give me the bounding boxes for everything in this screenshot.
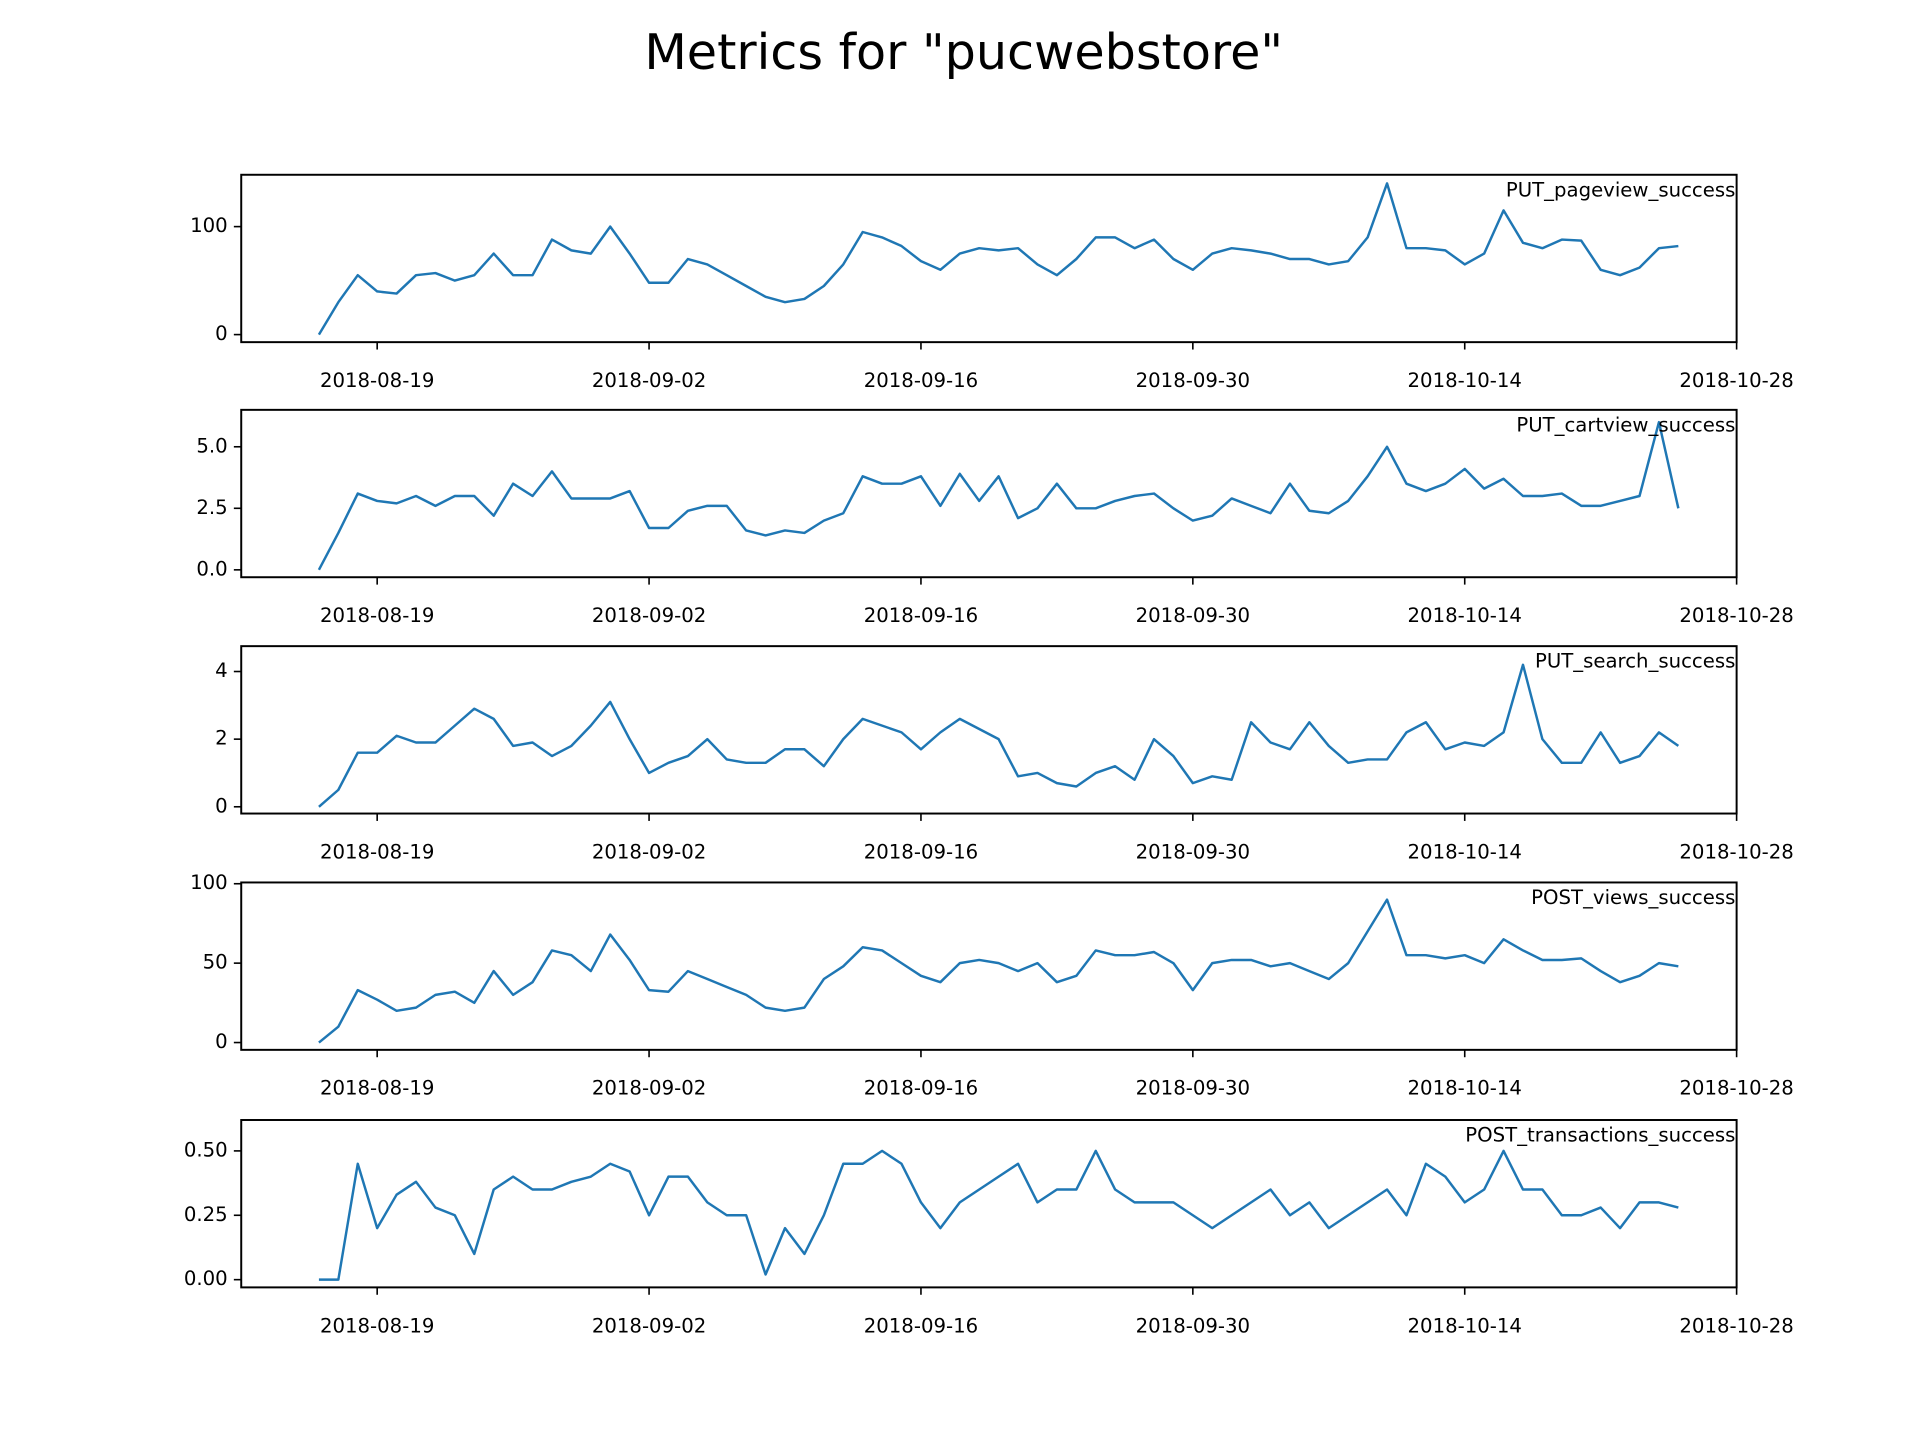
x-tick-label: 2018-09-02	[592, 369, 706, 392]
x-tick-label: 2018-08-19	[320, 604, 434, 627]
x-tick-label: 2018-10-28	[1679, 1314, 1793, 1337]
x-tick-label: 2018-09-30	[1136, 1314, 1250, 1337]
x-tick-label: 2018-10-14	[1408, 369, 1522, 392]
axes-frame	[240, 881, 1738, 1051]
subplot-title: PUT_search_success	[1535, 650, 1735, 673]
y-tick-label: 2.5	[196, 496, 227, 519]
y-tick-label: 0	[215, 322, 228, 345]
series-line	[317, 182, 1679, 336]
x-tick-label: 2018-09-02	[592, 1314, 706, 1337]
axes-frame	[240, 1119, 1738, 1289]
x-tick-label: 2018-08-19	[320, 840, 434, 863]
x-tick-label: 2018-10-14	[1408, 1077, 1522, 1100]
figure-title: Metrics for "pucwebstore"	[644, 23, 1283, 81]
axes-frame	[240, 173, 1738, 344]
subplot-title: PUT_pageview_success	[1506, 178, 1736, 201]
subplot-title: POST_transactions_success	[1465, 1123, 1735, 1146]
x-tick-label: 2018-09-16	[864, 1077, 978, 1100]
x-tick-label: 2018-10-28	[1679, 840, 1793, 863]
y-tick-label: 50	[203, 951, 228, 974]
y-tick-label: 0.0	[196, 557, 227, 580]
subplot-title: PUT_cartview_success	[1516, 413, 1735, 436]
x-tick-label: 2018-08-19	[320, 1314, 434, 1337]
x-tick-label: 2018-09-16	[864, 840, 978, 863]
y-tick-label: 0	[215, 794, 228, 817]
y-tick-label: 0	[215, 1030, 228, 1053]
x-tick-label: 2018-09-30	[1136, 369, 1250, 392]
series-line	[318, 1149, 1679, 1281]
axes-frame	[240, 645, 1738, 815]
x-tick-label: 2018-08-19	[320, 369, 434, 392]
x-tick-label: 2018-09-30	[1136, 1077, 1250, 1100]
x-tick-label: 2018-10-14	[1408, 604, 1522, 627]
x-tick-label: 2018-09-30	[1136, 840, 1250, 863]
x-tick-label: 2018-09-16	[864, 369, 978, 392]
x-tick-label: 2018-10-28	[1679, 369, 1793, 392]
x-tick-label: 2018-09-30	[1136, 604, 1250, 627]
y-tick-label: 100	[190, 214, 228, 237]
series-line	[318, 663, 1680, 808]
x-tick-label: 2018-10-28	[1679, 1077, 1793, 1100]
x-tick-label: 2018-10-28	[1679, 604, 1793, 627]
subplot-title: POST_views_success	[1531, 886, 1735, 909]
y-tick-label: 0.00	[184, 1267, 228, 1290]
x-tick-label: 2018-09-02	[592, 604, 706, 627]
y-tick-label: 0.25	[184, 1203, 228, 1226]
x-tick-label: 2018-10-14	[1408, 840, 1522, 863]
y-tick-label: 5.0	[196, 434, 227, 457]
series-line	[317, 420, 1680, 571]
x-tick-label: 2018-10-14	[1408, 1314, 1522, 1337]
x-tick-label: 2018-09-16	[864, 1314, 978, 1337]
x-tick-label: 2018-09-16	[864, 604, 978, 627]
y-tick-label: 4	[215, 659, 228, 682]
series-line	[318, 898, 1679, 1044]
y-tick-label: 0.50	[184, 1138, 228, 1161]
y-tick-label: 100	[190, 871, 228, 894]
axes-frame	[240, 408, 1738, 579]
y-tick-label: 2	[215, 727, 228, 750]
x-tick-label: 2018-09-02	[592, 1077, 706, 1100]
x-tick-label: 2018-08-19	[320, 1077, 434, 1100]
x-tick-label: 2018-09-02	[592, 840, 706, 863]
